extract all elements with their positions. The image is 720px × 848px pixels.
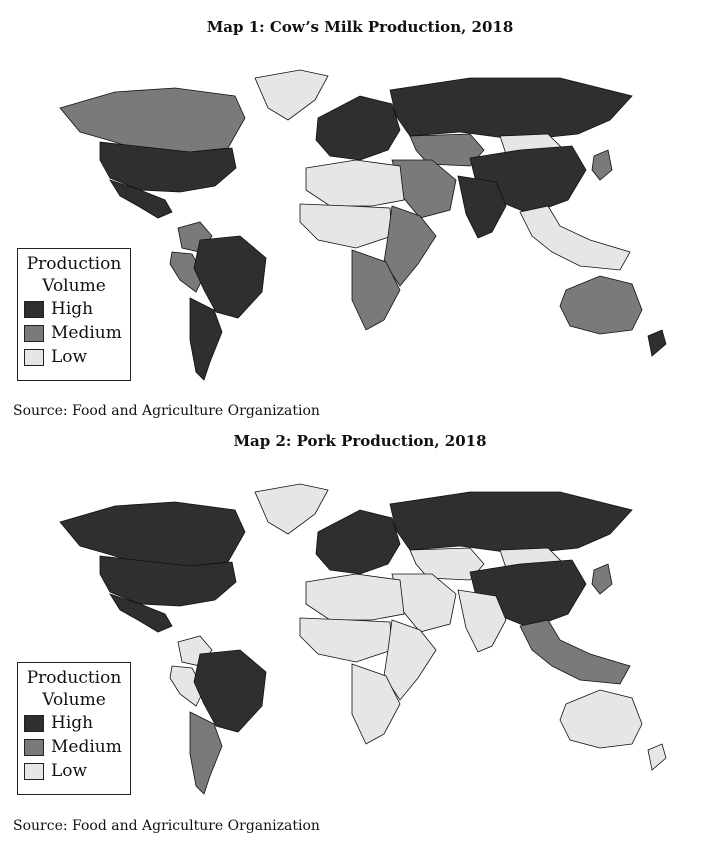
region-southeast-asia [519,205,631,271]
legend-item-high: High [24,711,130,735]
legend-swatch-medium [24,324,44,342]
map-panel-2: Map 2: Pork Production, 2018 Production … [0,414,720,848]
region-greenland [254,483,329,535]
region-europe [315,509,401,575]
region-mexico [109,179,173,219]
region-mexico [109,593,173,633]
region-canada [59,501,246,567]
region-north-africa [305,573,405,621]
region-south-africa [351,249,401,331]
source-note: Source: Food and Agriculture Organizatio… [13,818,320,834]
legend-swatch-high [24,300,44,318]
region-new-zealand [647,329,667,357]
region-greenland [254,69,329,121]
region-east-africa [383,205,437,287]
region-australia [559,689,643,749]
region-india [457,589,507,653]
region-canada [59,87,246,153]
region-sahel [299,617,393,663]
region-sahel [299,203,393,249]
legend-swatch-high [24,714,44,732]
region-southeast-asia [519,619,631,685]
region-south-africa [351,663,401,745]
legend-item-medium: Medium [24,735,130,759]
region-india [457,175,507,239]
region-brazil [193,649,267,733]
region-kazakhstan [409,133,485,167]
map-panel-1: Map 1: Cow’s Milk Production, 2018 Produ… [13,18,667,419]
region-russia [389,491,633,555]
region-argentina [189,297,223,381]
region-east-africa [383,619,437,701]
region-japan [591,563,613,595]
source-note: Source: Food and Agriculture Organizatio… [13,403,320,419]
region-argentina [189,711,223,795]
world-map [59,483,667,795]
region-united-states [99,141,237,193]
legend-swatch-low [24,762,44,780]
region-japan [591,149,613,181]
region-australia [559,275,643,335]
legend-item-high: High [24,297,130,321]
legend-title: Production Volume [26,668,122,710]
region-north-africa [305,159,405,207]
world-map [59,69,667,381]
legend-item-medium: Medium [24,321,130,345]
region-new-zealand [647,743,667,771]
legend-item-low: Low [24,345,130,369]
legend-swatch-low [24,348,44,366]
legend-item-low: Low [24,759,130,783]
region-kazakhstan [409,547,485,581]
region-europe [315,95,401,161]
legend-title: Production Volume [26,254,122,296]
legend: Production Volume High Medium Low [17,248,131,381]
region-united-states [99,555,237,607]
map-title: Map 2: Pork Production, 2018 [233,432,487,450]
region-brazil [193,235,267,319]
map-title: Map 1: Cow’s Milk Production, 2018 [206,18,514,36]
legend-swatch-medium [24,738,44,756]
region-russia [389,77,633,141]
legend: Production Volume High Medium Low [17,662,131,795]
